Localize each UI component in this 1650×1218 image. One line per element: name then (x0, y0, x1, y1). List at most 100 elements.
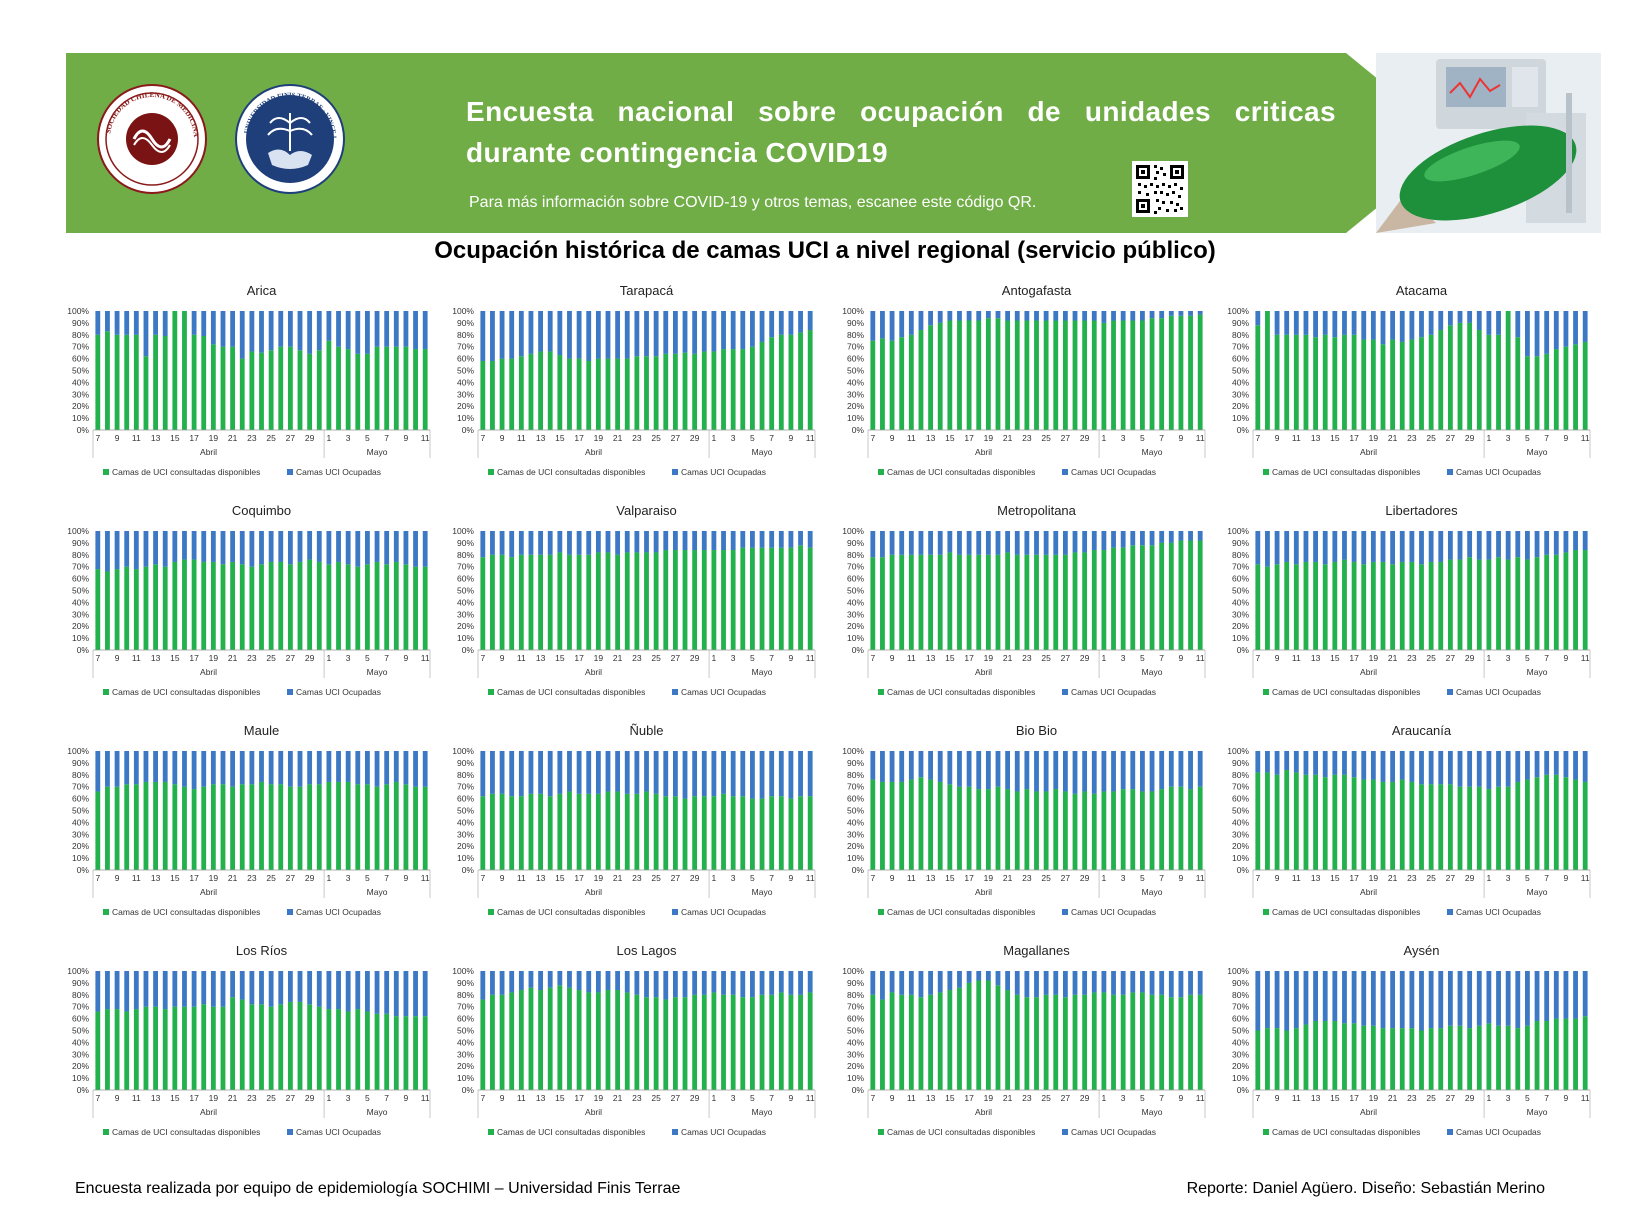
bar-occupied (1149, 971, 1155, 995)
bar-available (1120, 320, 1126, 430)
bar-available (1351, 561, 1357, 650)
bar-occupied (1525, 971, 1530, 1026)
bar-occupied (509, 971, 515, 993)
bar-occupied (287, 751, 293, 787)
bar-available (672, 997, 678, 1090)
bar-occupied (928, 751, 933, 780)
bar-available (1370, 779, 1376, 870)
bar-available (1111, 547, 1116, 650)
y-tick-label: 50% (72, 366, 89, 376)
bar-occupied (1111, 531, 1116, 548)
bar-available (105, 786, 110, 870)
bar-occupied (682, 531, 688, 551)
bar-available (1322, 334, 1328, 430)
bar-available (326, 781, 332, 870)
bar-available (509, 796, 515, 870)
x-tick-label: 29 (1080, 1093, 1090, 1103)
bar-occupied (336, 751, 341, 782)
bar-occupied (1467, 971, 1473, 1029)
bar-occupied (384, 751, 390, 785)
bar-available (1438, 1028, 1444, 1090)
bar-occupied (1034, 751, 1039, 792)
x-tick-label: 11 (1292, 873, 1301, 883)
bar-available (701, 994, 707, 1090)
x-tick-label: 23 (632, 1093, 642, 1103)
bar-occupied (557, 971, 563, 986)
bar-available (995, 985, 1001, 1090)
bar-occupied (1255, 311, 1261, 326)
x-tick-label: 17 (1349, 433, 1359, 443)
bar-occupied (1582, 311, 1588, 342)
bar-occupied (966, 531, 972, 555)
bar-available (1515, 337, 1521, 430)
bar-available (326, 340, 332, 430)
y-tick-label: 60% (847, 1014, 864, 1024)
bar-occupied (1120, 531, 1126, 548)
bar-occupied (490, 311, 495, 361)
bar-available (1130, 789, 1136, 870)
bar-available (210, 344, 216, 430)
x-tick-label: 7 (480, 653, 485, 663)
y-tick-label: 100% (452, 966, 474, 976)
x-tick-label: 9 (890, 873, 895, 883)
bar-occupied (1043, 971, 1049, 995)
bar-available (336, 781, 341, 870)
y-tick-label: 60% (72, 354, 89, 364)
bar-available (567, 987, 572, 1090)
bar-occupied (1140, 531, 1145, 546)
x-tick-label: 1 (712, 873, 717, 883)
bar-occupied (1390, 311, 1396, 340)
bar-available (778, 547, 784, 650)
bar-occupied (644, 311, 649, 357)
bar-available (1265, 772, 1270, 870)
y-tick-label: 10% (1232, 1073, 1249, 1083)
bar-occupied (976, 311, 982, 321)
bar-occupied (297, 531, 303, 562)
chart-svg-los-lagos: Los Lagos0%10%20%30%40%50%60%70%80%90%10… (452, 943, 816, 1137)
bar-available (547, 554, 553, 650)
x-group-label: Abril (585, 1107, 602, 1117)
bar-occupied (153, 971, 158, 1007)
bar-available (928, 994, 933, 1090)
bar-occupied (889, 971, 895, 993)
x-tick-label: 5 (1525, 653, 1530, 663)
legend-swatch-available (103, 469, 109, 475)
bar-available (567, 554, 572, 650)
bar-available (1005, 990, 1011, 1090)
bar-available (624, 992, 630, 1090)
bar-available (95, 1011, 101, 1090)
y-tick-label: 100% (842, 526, 864, 536)
x-tick-label: 19 (984, 433, 994, 443)
bar-available (1582, 781, 1588, 870)
bar-available (355, 566, 361, 650)
x-tick-label: 27 (286, 653, 296, 663)
x-tick-label: 9 (1564, 653, 1569, 663)
bar-occupied (1043, 311, 1049, 321)
bar-available (1390, 1028, 1396, 1090)
bar-occupied (1072, 311, 1078, 321)
bar-occupied (162, 751, 168, 782)
bar-available (538, 351, 543, 430)
y-tick-label: 90% (72, 978, 89, 988)
chart-metropolitana: Metropolitana 0% 10% 20% 30% 40% 50% 60% 70% 80% 9… (830, 495, 1210, 705)
bar-occupied (682, 971, 688, 998)
bar-occupied (788, 751, 794, 799)
legend-label: Camas de UCI consultadas disponibles (887, 1127, 1035, 1137)
y-tick-label: 80% (1232, 330, 1249, 340)
y-tick-label: 60% (1232, 574, 1249, 584)
x-tick-label: 3 (1121, 653, 1126, 663)
chart-title: Maule (244, 723, 279, 738)
bar-occupied (788, 971, 794, 995)
bar-available (966, 786, 972, 870)
bar-occupied (1140, 751, 1145, 792)
qr-code-icon[interactable] (1132, 161, 1188, 217)
bar-occupied (384, 311, 390, 347)
bar-available (509, 992, 515, 1090)
y-tick-label: 40% (1232, 817, 1249, 827)
x-tick-label: 27 (1446, 653, 1456, 663)
bar-occupied (345, 751, 351, 782)
x-tick-label: 7 (1544, 873, 1549, 883)
y-tick-label: 10% (457, 853, 474, 863)
bar-occupied (1130, 751, 1136, 790)
bar-occupied (499, 971, 505, 995)
